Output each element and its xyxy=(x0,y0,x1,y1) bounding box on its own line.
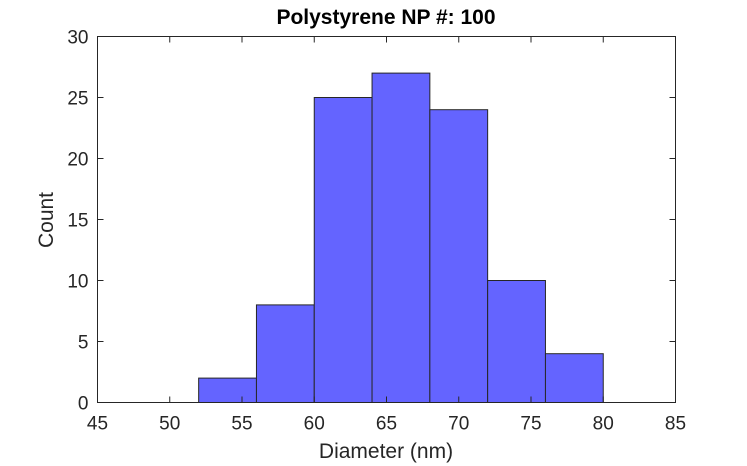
x-tick-label-7: 80 xyxy=(593,414,614,435)
histogram-bar-6 xyxy=(544,353,604,404)
bars-group xyxy=(198,72,604,404)
histogram-bar-1 xyxy=(255,304,315,403)
x-tick-label-1: 50 xyxy=(159,414,180,435)
histogram-bar-2 xyxy=(313,97,373,403)
y-tick-label-6: 30 xyxy=(67,28,88,49)
x-tick-label-0: 45 xyxy=(87,414,108,435)
y-tick-label-4: 20 xyxy=(67,150,88,171)
x-tick-label-2: 55 xyxy=(231,414,252,435)
x-axis-label: Diameter (nm) xyxy=(319,440,453,463)
x-tick-label-5: 70 xyxy=(448,414,469,435)
y-axis-label: Count xyxy=(35,192,58,248)
y-tick-label-1: 5 xyxy=(78,333,89,354)
y-tick-label-0: 0 xyxy=(78,394,89,415)
y-tick-label-3: 15 xyxy=(67,211,88,232)
x-tick-label-3: 60 xyxy=(304,414,325,435)
x-tick-label-8: 85 xyxy=(665,414,686,435)
ticks-group: 45 50 55 60 65 70 75 80 85 0 5 10 15 20 25 30 xyxy=(67,28,686,435)
y-tick-label-2: 10 xyxy=(67,272,88,293)
chart-title: Polystyrene NP #: 100 xyxy=(276,6,495,29)
histogram-bar-3 xyxy=(371,72,431,403)
x-tick-label-4: 65 xyxy=(376,414,397,435)
histogram-bar-0 xyxy=(198,377,257,404)
histogram-bar-4 xyxy=(429,109,489,403)
y-tick-label-5: 25 xyxy=(67,89,88,110)
x-tick-label-6: 75 xyxy=(520,414,541,435)
histogram-bar-5 xyxy=(487,280,546,403)
